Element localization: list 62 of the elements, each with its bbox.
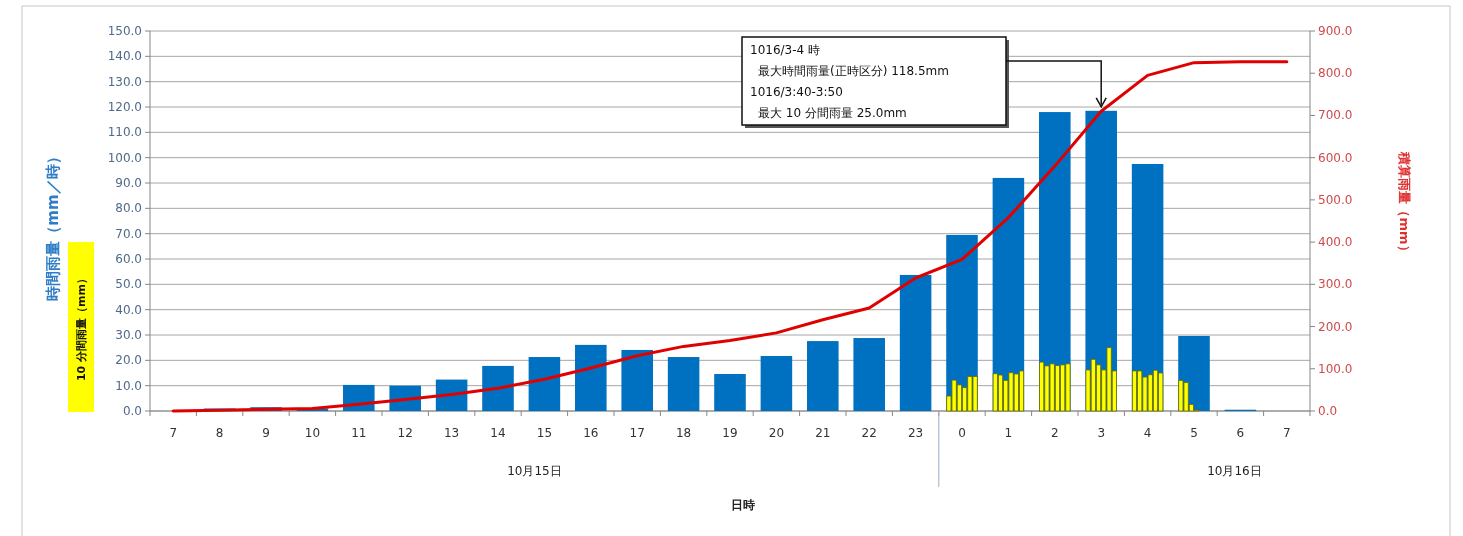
y-axis-title: 時間雨量（mm／時） [44, 149, 62, 301]
x-tick-label: 13 [443, 426, 460, 440]
y-tick-label: 90.0 [115, 176, 142, 190]
x-tick-label: 2 [1050, 426, 1059, 440]
y-tick-label: 60.0 [115, 252, 142, 266]
line-series [171, 60, 1289, 413]
x-tick-label: 19 [722, 426, 738, 440]
y2-tick-label: 0.0 [1318, 404, 1338, 418]
x-axis-title: 日時 [731, 498, 755, 512]
x-tick-label: 23 [907, 426, 924, 440]
x-tick-label: 7 [169, 426, 178, 440]
x-tick-label: 7 [1282, 426, 1291, 440]
x-tick-label: 11 [351, 426, 367, 440]
y2-axis-title: 積算雨量（mm） [1397, 151, 1412, 258]
y-tick-label: 140.0 [107, 49, 142, 64]
x-tick-label: 3 [1097, 426, 1106, 440]
x-tick-label: 17 [629, 426, 645, 440]
x-tick-label: 6 [1236, 426, 1245, 440]
x-tick-label: 0 [958, 426, 966, 440]
x-tick-label: 4 [1143, 426, 1152, 440]
y2-tick-label: 400.0 [1318, 235, 1353, 250]
x-tick-label: 21 [815, 426, 831, 440]
y-tick-label: 20.0 [115, 353, 142, 368]
x-tick-label: 12 [397, 426, 413, 440]
x-tick-label: 8 [215, 426, 224, 440]
y-tick-label: 150.0 [107, 24, 142, 38]
y-tick-label: 100.0 [107, 150, 142, 165]
y-tick-label: 30.0 [115, 328, 142, 342]
annotation: 1016/3-4 時 [750, 43, 820, 57]
y-tick-label: 110.0 [107, 125, 142, 140]
y-tick-label: 10.0 [115, 378, 142, 393]
x-tick-label: 20 [768, 426, 785, 440]
y2-tick-label: 500.0 [1318, 192, 1353, 207]
x-tick-label: 1 [1004, 426, 1013, 440]
y-tick-label: 40.0 [115, 302, 142, 317]
x-tick-label: 15 [536, 426, 553, 440]
text: 10 分間雨量（mm） [75, 272, 88, 382]
x-tick-label: 18 [675, 426, 692, 440]
y2-tick-label: 800.0 [1318, 66, 1353, 81]
y2-tick-label: 200.0 [1318, 319, 1353, 334]
x-tick-label: 16 [583, 426, 599, 440]
x-tick-label: 9 [262, 426, 270, 440]
y-tick-label: 130.0 [107, 74, 142, 89]
x-tick-label: 5 [1190, 426, 1198, 440]
y-tick-label: 70.0 [115, 226, 142, 241]
y-tick-label: 80.0 [115, 201, 142, 216]
y-tick-label: 50.0 [115, 277, 142, 292]
annotation: 1016/3:40-3:50 [750, 85, 843, 99]
x-tick-label: 10 [304, 426, 321, 440]
y2-tick-label: 900.0 [1318, 24, 1353, 38]
text: 10月15日 [507, 464, 562, 478]
y2-tick-label: 700.0 [1318, 108, 1353, 123]
annotation: 最大時間雨量(正時区分) 118.5mm [758, 64, 949, 78]
y2-tick-label: 100.0 [1318, 361, 1353, 376]
y-tick-label: 120.0 [107, 100, 142, 114]
y2-tick-label: 300.0 [1318, 277, 1353, 292]
x-tick-label: 14 [490, 426, 506, 440]
x-tick-label: 22 [861, 426, 877, 440]
y2-tick-label: 600.0 [1318, 150, 1353, 165]
annotation: 最大 10 分間雨量 25.0mm [758, 106, 907, 120]
y-tick-label: 0.0 [122, 404, 142, 418]
text: 10月16日 [1207, 464, 1262, 478]
